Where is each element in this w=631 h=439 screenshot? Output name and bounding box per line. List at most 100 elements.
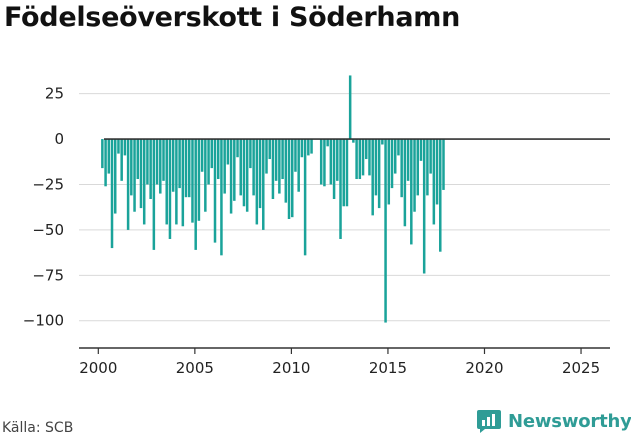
bar — [365, 139, 368, 160]
bar — [271, 139, 275, 200]
bar — [332, 139, 336, 200]
bar — [223, 139, 226, 194]
bar — [236, 139, 239, 158]
bar — [374, 139, 378, 196]
bar — [281, 139, 284, 180]
bar — [358, 139, 362, 180]
bar — [419, 139, 423, 161]
bar — [355, 139, 358, 180]
bar — [410, 139, 413, 245]
bar — [136, 139, 140, 180]
bar — [210, 139, 214, 169]
x-tick-label: 2015 — [369, 359, 407, 377]
bar — [152, 139, 156, 250]
bar — [442, 139, 445, 190]
bar — [274, 139, 278, 181]
bar — [397, 139, 400, 156]
y-tick-label: −25 — [32, 175, 64, 193]
bar — [284, 139, 288, 203]
bar — [319, 139, 323, 185]
y-tick-label: 0 — [54, 130, 64, 148]
bar — [390, 139, 394, 189]
bar — [381, 139, 384, 145]
bar — [123, 139, 127, 156]
bar — [194, 139, 197, 250]
bar — [165, 139, 168, 225]
bar — [342, 139, 345, 207]
bar — [310, 139, 313, 154]
bar — [155, 139, 159, 185]
bar — [188, 139, 191, 198]
bar — [146, 139, 149, 185]
bar — [107, 139, 111, 174]
brand-logo[interactable]: Newsworthy — [476, 408, 631, 434]
bar — [216, 139, 220, 180]
bar — [393, 139, 397, 174]
bar — [239, 139, 242, 196]
x-tick-label: 2005 — [176, 359, 214, 377]
bar — [326, 139, 329, 147]
bar — [300, 139, 304, 158]
newsworthy-logo-icon — [477, 410, 501, 433]
bar — [113, 139, 117, 214]
bar — [429, 139, 432, 174]
bar — [226, 139, 230, 165]
bar — [191, 139, 194, 223]
bar — [101, 139, 104, 169]
bar — [255, 139, 259, 225]
bar — [336, 139, 339, 181]
y-tick-label: −100 — [23, 312, 64, 330]
bar — [400, 139, 403, 198]
bar — [184, 139, 188, 198]
bar — [245, 139, 249, 212]
bar — [142, 139, 146, 225]
bar — [294, 139, 297, 172]
bar — [104, 139, 107, 187]
bar — [197, 139, 201, 221]
bar — [120, 139, 123, 181]
bar — [229, 139, 233, 214]
x-tick-label: 2010 — [272, 359, 310, 377]
bar — [252, 139, 255, 196]
bar — [348, 75, 352, 140]
brand-name: Newsworthy — [508, 410, 631, 432]
bar — [403, 139, 407, 227]
bar — [345, 139, 349, 207]
bar — [371, 139, 374, 216]
y-axis-ticks: 25 0 −25 −50 −75 −100 — [23, 85, 64, 330]
bar — [139, 139, 143, 209]
bar — [133, 139, 136, 212]
bar — [162, 139, 165, 181]
bar — [207, 139, 210, 185]
x-axis-ticks: 2000 2005 2010 2015 2020 2025 — [79, 348, 600, 377]
bar — [426, 139, 429, 196]
bar — [422, 139, 426, 274]
bar — [268, 139, 271, 160]
bar — [213, 139, 217, 243]
bar — [110, 139, 114, 249]
bar — [329, 139, 333, 185]
bar — [265, 139, 268, 174]
source-note: Källa: SCB — [2, 420, 74, 436]
bar — [159, 139, 162, 194]
bar-chart: 25 0 −25 −50 −75 −100 2000 2005 2010 2015 2020 202… — [23, 75, 610, 377]
bar — [435, 139, 439, 205]
bar — [368, 139, 371, 176]
bar — [130, 139, 133, 196]
bar — [416, 139, 420, 196]
bar — [220, 139, 223, 256]
bar — [339, 139, 342, 239]
bar — [297, 139, 300, 192]
bar — [323, 139, 326, 187]
bar — [171, 139, 175, 192]
bar — [307, 139, 310, 156]
bar — [303, 139, 307, 256]
x-tick-label: 2000 — [79, 359, 117, 377]
bar — [168, 139, 172, 239]
bar — [287, 139, 291, 219]
bar — [233, 139, 236, 201]
bar — [175, 139, 178, 225]
bar — [200, 139, 204, 172]
bar — [278, 139, 281, 194]
y-tick-label: −75 — [32, 266, 64, 284]
